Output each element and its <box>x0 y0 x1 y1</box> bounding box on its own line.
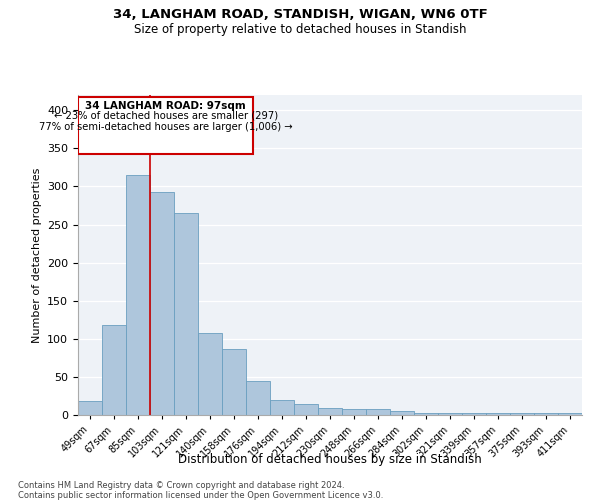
Bar <box>342 409 366 415</box>
Text: Size of property relative to detached houses in Standish: Size of property relative to detached ho… <box>134 22 466 36</box>
Text: ← 23% of detached houses are smaller (297): ← 23% of detached houses are smaller (29… <box>53 111 278 121</box>
Bar <box>438 414 462 415</box>
Bar <box>198 332 222 415</box>
Bar <box>414 414 438 415</box>
Bar <box>222 348 246 415</box>
Bar <box>318 408 342 415</box>
Bar <box>270 400 294 415</box>
Bar <box>78 400 102 415</box>
Text: Contains public sector information licensed under the Open Government Licence v3: Contains public sector information licen… <box>18 491 383 500</box>
Text: Distribution of detached houses by size in Standish: Distribution of detached houses by size … <box>178 452 482 466</box>
Bar <box>150 192 174 415</box>
Bar <box>102 325 126 415</box>
Text: 34, LANGHAM ROAD, STANDISH, WIGAN, WN6 0TF: 34, LANGHAM ROAD, STANDISH, WIGAN, WN6 0… <box>113 8 487 20</box>
Text: Contains HM Land Registry data © Crown copyright and database right 2024.: Contains HM Land Registry data © Crown c… <box>18 481 344 490</box>
Text: 34 LANGHAM ROAD: 97sqm: 34 LANGHAM ROAD: 97sqm <box>85 101 246 111</box>
Bar <box>486 414 510 415</box>
Bar <box>558 412 582 415</box>
Y-axis label: Number of detached properties: Number of detached properties <box>32 168 41 342</box>
Bar <box>462 412 486 415</box>
Bar <box>126 175 150 415</box>
Bar <box>246 382 270 415</box>
Bar <box>390 411 414 415</box>
Bar <box>174 213 198 415</box>
Bar <box>510 412 534 415</box>
Bar <box>366 409 390 415</box>
Text: 77% of semi-detached houses are larger (1,006) →: 77% of semi-detached houses are larger (… <box>39 122 292 132</box>
Bar <box>78 96 253 154</box>
Bar <box>534 414 558 415</box>
Bar <box>294 404 318 415</box>
